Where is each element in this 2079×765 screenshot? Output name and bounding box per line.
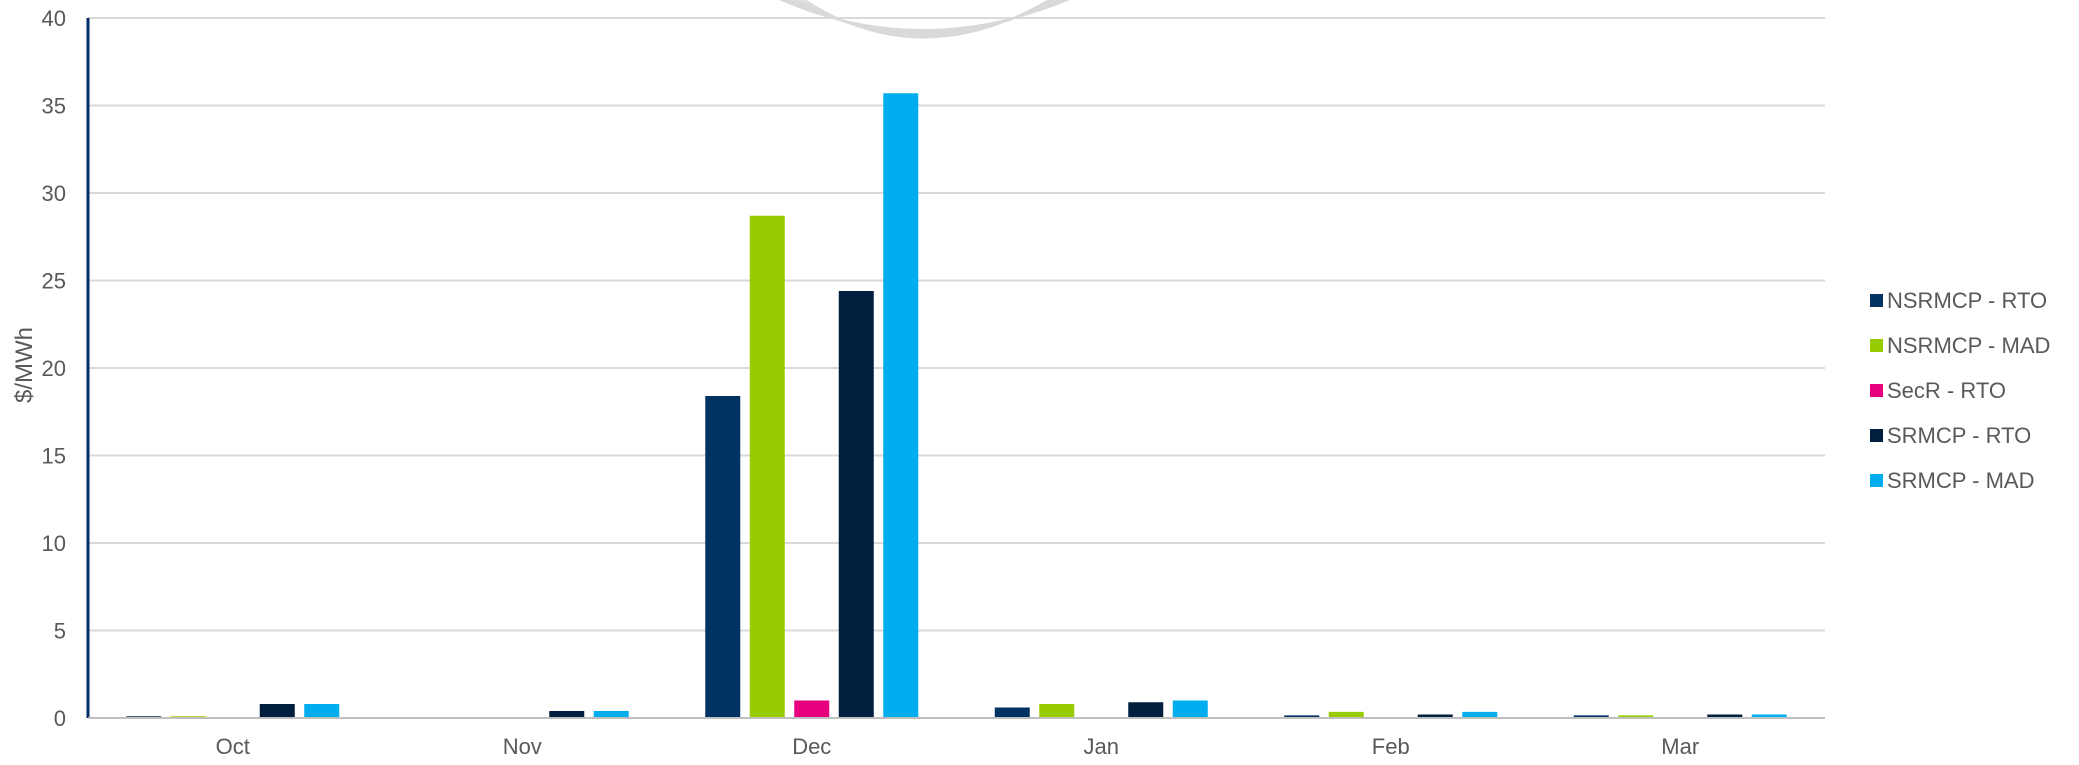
bar [838, 291, 874, 718]
bar [593, 711, 629, 718]
y-tick-label: 40 [42, 6, 66, 31]
legend-item: SRMCP - MAD [1870, 458, 2050, 503]
bar [1618, 715, 1654, 718]
bar [1462, 711, 1498, 718]
y-axis-label: $/MWh [11, 327, 38, 403]
y-tick-label: 15 [42, 444, 66, 469]
x-tick-label: Mar [1661, 734, 1699, 759]
legend-label: SecR - RTO [1887, 377, 2006, 403]
legend-label: SRMCP - MAD [1887, 467, 2035, 493]
y-tick-label: 10 [42, 531, 66, 556]
bar [1128, 702, 1164, 718]
bar [1284, 715, 1320, 718]
gridlines [88, 17, 1825, 632]
x-tick-label: Nov [503, 734, 542, 759]
legend-swatch [1870, 384, 1883, 397]
x-tick-label: Feb [1372, 734, 1410, 759]
bar [304, 704, 340, 718]
watermark-arc [802, 0, 1051, 39]
y-tick-label: 30 [42, 181, 66, 206]
bars [126, 93, 1787, 718]
y-tick-label: 0 [54, 706, 66, 731]
x-tick-labels: Oct Nov Dec Jan Feb Mar [216, 734, 1700, 759]
legend-swatch [1870, 429, 1883, 442]
bar [549, 711, 585, 718]
legend: NSRMCP - RTO NSRMCP - MAD SecR - RTO SRMCP … [1870, 278, 2050, 503]
watermark-arc [788, 0, 1063, 34]
legend-label: NSRMCP - RTO [1887, 287, 2048, 313]
bar [1573, 715, 1609, 718]
bar [705, 396, 741, 718]
legend-item: SecR - RTO [1870, 368, 2050, 413]
y-tick-label: 25 [42, 269, 66, 294]
legend-label: NSRMCP - MAD [1887, 332, 2051, 358]
y-tick-labels: 0 5 10 15 20 25 30 35 40 [42, 6, 66, 731]
y-tick-label: 5 [54, 619, 66, 644]
bar [883, 93, 919, 718]
bar [1172, 700, 1208, 718]
legend-item: NSRMCP - RTO [1870, 278, 2050, 323]
bar [1707, 714, 1743, 718]
x-tick-label: Oct [216, 734, 250, 759]
legend-item: SRMCP - RTO [1870, 413, 2050, 458]
legend-swatch [1870, 294, 1883, 307]
legend-label: SRMCP - RTO [1887, 422, 2032, 448]
bar [994, 707, 1030, 718]
legend-swatch [1870, 474, 1883, 487]
x-tick-label: Dec [792, 734, 831, 759]
bar [1751, 714, 1787, 718]
y-tick-label: 35 [42, 94, 66, 119]
bar [794, 700, 830, 718]
y-tick-label: 20 [42, 356, 66, 381]
watermark-arcs [779, 0, 1070, 39]
bar [259, 704, 295, 718]
bar [1039, 704, 1075, 718]
bar [1417, 714, 1453, 718]
bar [1328, 711, 1364, 718]
axes [86, 18, 1825, 719]
legend-item: NSRMCP - MAD [1870, 323, 2050, 368]
x-tick-label: Jan [1084, 734, 1119, 759]
legend-swatch [1870, 339, 1883, 352]
bar [749, 215, 785, 718]
